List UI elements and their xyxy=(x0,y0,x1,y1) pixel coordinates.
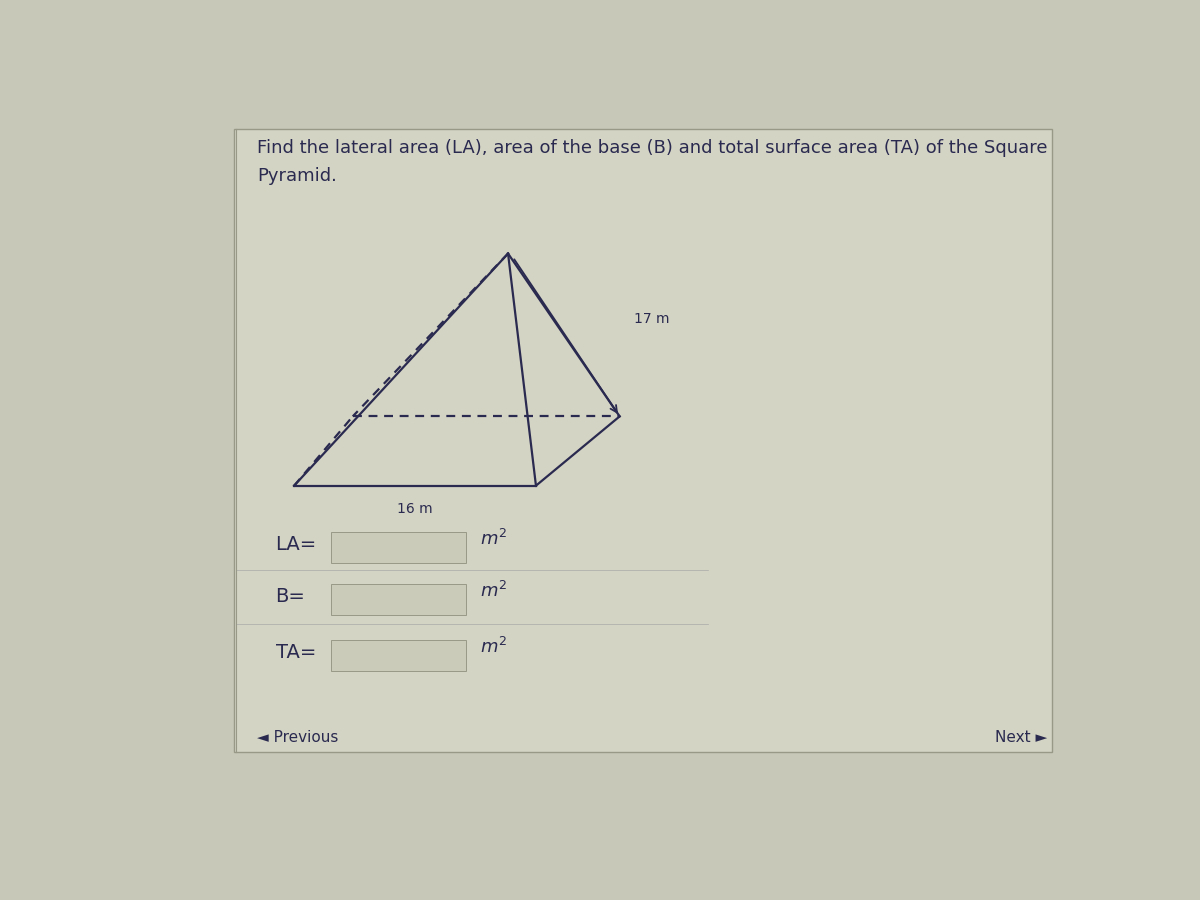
Text: $m^2$: $m^2$ xyxy=(480,636,508,656)
Text: LA=: LA= xyxy=(276,536,317,554)
FancyBboxPatch shape xyxy=(331,532,466,563)
FancyBboxPatch shape xyxy=(331,640,466,670)
Text: Find the lateral area (LA), area of the base (B) and total surface area (TA) of : Find the lateral area (LA), area of the … xyxy=(257,140,1048,158)
Text: $m^2$: $m^2$ xyxy=(480,529,508,549)
Text: 17 m: 17 m xyxy=(634,312,670,327)
Text: Pyramid.: Pyramid. xyxy=(257,166,337,184)
Text: 16 m: 16 m xyxy=(397,501,433,516)
Text: $m^2$: $m^2$ xyxy=(480,581,508,601)
FancyBboxPatch shape xyxy=(234,129,1052,752)
Text: Next ►: Next ► xyxy=(995,730,1048,744)
Text: ◄ Previous: ◄ Previous xyxy=(257,730,338,744)
FancyBboxPatch shape xyxy=(331,584,466,616)
Text: B=: B= xyxy=(276,587,306,606)
Text: TA=: TA= xyxy=(276,643,316,662)
